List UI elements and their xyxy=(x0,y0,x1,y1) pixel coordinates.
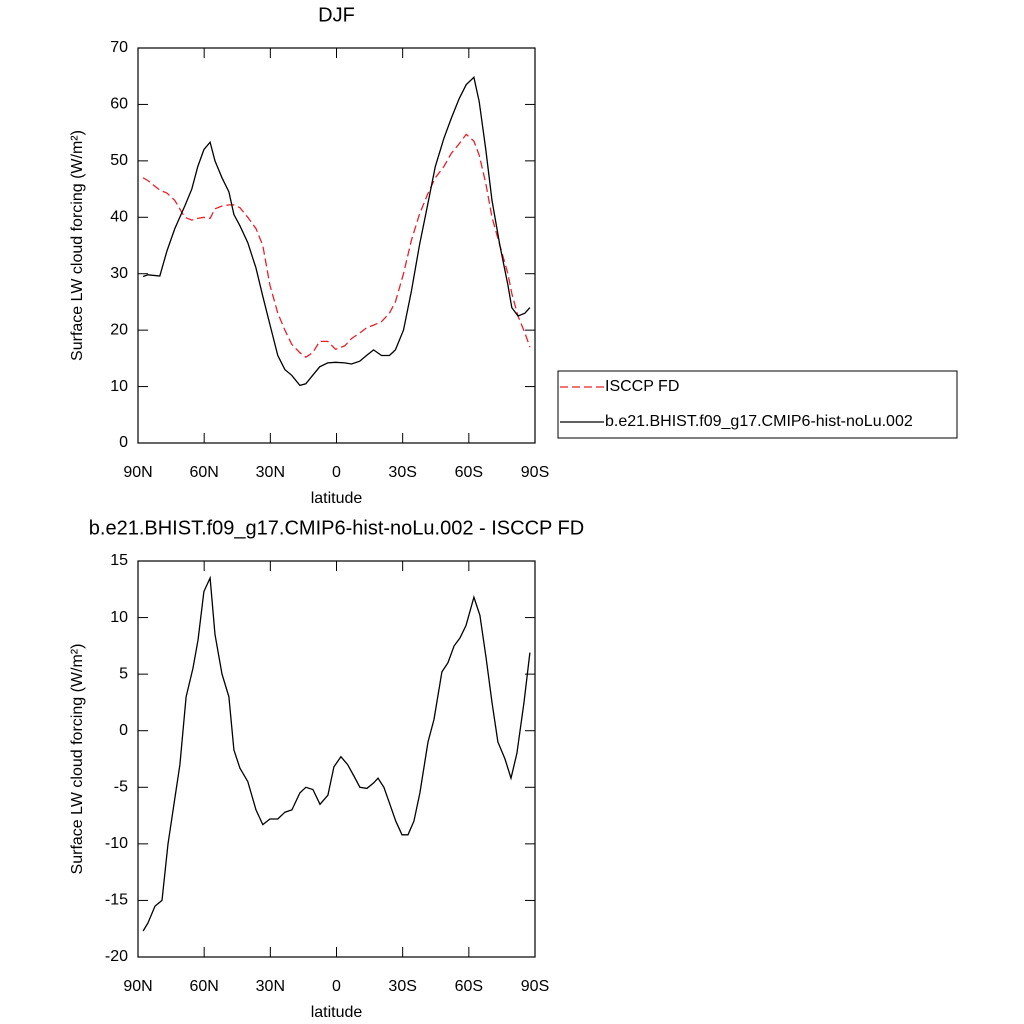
y-tick-label: 20 xyxy=(110,321,128,338)
y-tick-label: 10 xyxy=(110,609,128,626)
y-tick-label: 40 xyxy=(110,209,128,226)
y-tick-label: 0 xyxy=(119,722,128,739)
y-tick-label: 10 xyxy=(110,378,128,395)
y-tick-label: -15 xyxy=(105,892,128,909)
x-tick-label: 60N xyxy=(189,464,218,481)
y-tick-label: 5 xyxy=(119,665,128,682)
y-tick-label: 0 xyxy=(119,434,128,451)
plot-frame xyxy=(137,560,536,958)
x-axis-label: latitude xyxy=(311,1004,363,1021)
x-tick-label: 90S xyxy=(521,978,549,995)
legend-box xyxy=(557,370,958,439)
x-tick-label: 60S xyxy=(455,978,483,995)
x-tick-label: 60N xyxy=(189,978,218,995)
y-axis-label: Surface LW cloud forcing (W/m²) xyxy=(69,130,86,361)
legend-label: ISCCP FD xyxy=(605,378,679,395)
plot-frame xyxy=(137,47,536,444)
data-line xyxy=(142,575,531,932)
chart-title: DJF xyxy=(318,4,355,26)
data-line xyxy=(142,76,531,387)
data-line xyxy=(142,133,531,358)
y-tick-label: -5 xyxy=(114,779,128,796)
y-tick-label: 50 xyxy=(110,152,128,169)
y-tick-label: -10 xyxy=(105,835,128,852)
y-tick-label: -20 xyxy=(105,948,128,965)
x-tick-label: 30S xyxy=(388,464,416,481)
x-tick-label: 0 xyxy=(332,978,341,995)
x-tick-label: 30N xyxy=(256,978,285,995)
chart-title: b.e21.BHIST.f09_g17.CMIP6-hist-noLu.002 … xyxy=(89,517,584,539)
y-tick-label: 60 xyxy=(110,96,128,113)
x-tick-label: 60S xyxy=(455,464,483,481)
x-tick-label: 30S xyxy=(388,978,416,995)
y-tick-label: 70 xyxy=(110,39,128,56)
y-axis-label: Surface LW cloud forcing (W/m²) xyxy=(69,644,86,875)
x-tick-label: 30N xyxy=(256,464,285,481)
y-tick-label: 15 xyxy=(110,552,128,569)
x-tick-label: 90N xyxy=(123,464,152,481)
x-tick-label: 90N xyxy=(123,978,152,995)
y-tick-label: 30 xyxy=(110,265,128,282)
x-axis-label: latitude xyxy=(311,490,363,507)
x-tick-label: 0 xyxy=(332,464,341,481)
legend-label: b.e21.BHIST.f09_g17.CMIP6-hist-noLu.002 xyxy=(605,413,913,430)
x-tick-label: 90S xyxy=(521,464,549,481)
